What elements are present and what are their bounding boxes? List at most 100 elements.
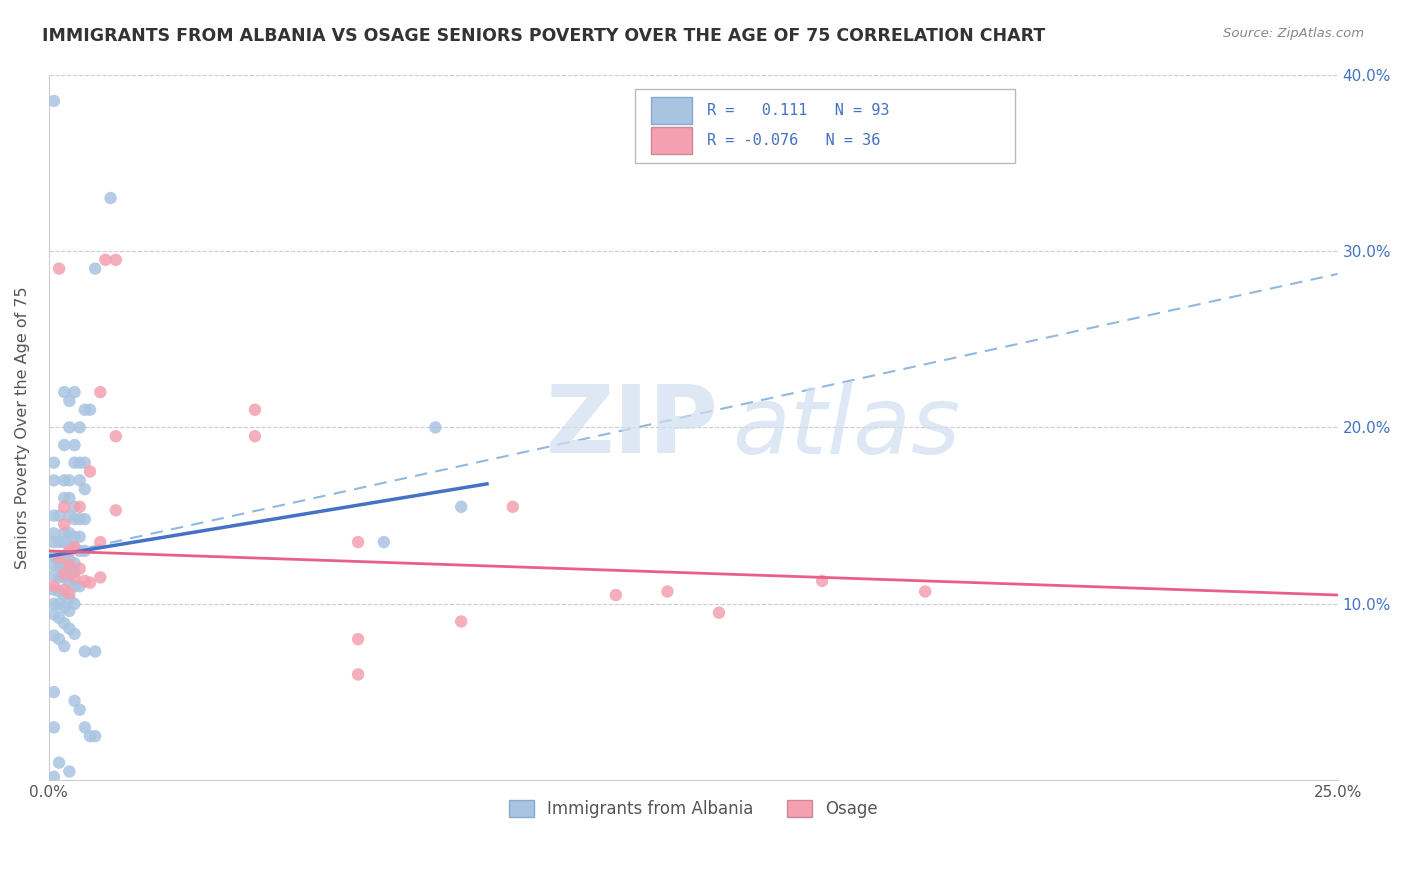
Point	[42, 579, 65, 593]
Point	[53, 438, 76, 452]
Point	[58, 586, 80, 600]
Point	[914, 584, 936, 599]
Text: R =   0.111   N = 93: R = 0.111 N = 93	[707, 103, 890, 118]
Text: ZIP: ZIP	[546, 382, 718, 474]
Point	[63, 541, 86, 555]
Legend: Immigrants from Albania, Osage: Immigrants from Albania, Osage	[502, 793, 884, 825]
Point	[58, 526, 80, 541]
Point	[53, 639, 76, 653]
Point	[84, 729, 107, 743]
Point	[425, 420, 447, 434]
Point	[58, 764, 80, 779]
Point	[104, 252, 127, 267]
Point	[73, 512, 96, 526]
Point	[69, 579, 91, 593]
Y-axis label: Seniors Poverty Over the Age of 75: Seniors Poverty Over the Age of 75	[15, 286, 30, 569]
Point	[347, 535, 370, 549]
Point	[63, 530, 86, 544]
Point	[657, 584, 679, 599]
Point	[84, 644, 107, 658]
Point	[63, 597, 86, 611]
Text: atlas: atlas	[733, 382, 960, 473]
Point	[58, 604, 80, 618]
Point	[48, 570, 70, 584]
Point	[48, 261, 70, 276]
Point	[73, 644, 96, 658]
Point	[89, 535, 111, 549]
Point	[53, 566, 76, 581]
Bar	[651, 128, 692, 154]
Point	[63, 541, 86, 555]
Point	[53, 385, 76, 400]
Point	[79, 465, 101, 479]
Point	[48, 597, 70, 611]
Point	[450, 500, 472, 514]
Point	[104, 503, 127, 517]
Point	[73, 402, 96, 417]
Point	[502, 500, 524, 514]
Point	[63, 570, 86, 584]
Point	[42, 456, 65, 470]
Point	[79, 402, 101, 417]
Point	[347, 632, 370, 647]
Point	[69, 420, 91, 434]
Point	[69, 544, 91, 558]
Point	[58, 561, 80, 575]
Point	[53, 561, 76, 575]
Point	[42, 685, 65, 699]
Point	[42, 474, 65, 488]
Point	[69, 512, 91, 526]
Point	[58, 393, 80, 408]
Point	[42, 720, 65, 734]
Point	[53, 570, 76, 584]
Point	[94, 252, 117, 267]
Point	[89, 385, 111, 400]
Point	[73, 720, 96, 734]
Point	[53, 600, 76, 615]
Point	[63, 556, 86, 570]
Point	[48, 558, 70, 572]
Point	[84, 261, 107, 276]
Point	[58, 508, 80, 523]
Point	[53, 517, 76, 532]
Point	[58, 575, 80, 590]
Point	[58, 491, 80, 505]
Point	[69, 561, 91, 575]
Point	[79, 729, 101, 743]
Point	[100, 191, 122, 205]
Point	[48, 508, 70, 523]
Point	[53, 535, 76, 549]
Point	[707, 606, 730, 620]
Point	[42, 597, 65, 611]
Point	[373, 535, 395, 549]
Point	[63, 627, 86, 641]
Point	[48, 549, 70, 564]
Point	[73, 482, 96, 496]
Point	[58, 420, 80, 434]
Point	[42, 526, 65, 541]
Point	[104, 429, 127, 443]
Point	[69, 703, 91, 717]
Point	[69, 530, 91, 544]
Point	[73, 544, 96, 558]
Point	[58, 558, 80, 572]
Point	[53, 526, 76, 541]
Point	[58, 622, 80, 636]
Point	[63, 512, 86, 526]
Point	[48, 535, 70, 549]
Point	[48, 756, 70, 770]
Point	[42, 94, 65, 108]
Point	[347, 667, 370, 681]
Point	[58, 553, 80, 567]
Point	[53, 616, 76, 631]
Point	[63, 579, 86, 593]
Point	[63, 500, 86, 514]
Text: R = -0.076   N = 36: R = -0.076 N = 36	[707, 134, 880, 148]
Point	[53, 474, 76, 488]
Point	[63, 385, 86, 400]
Point	[811, 574, 834, 588]
Point	[243, 429, 266, 443]
Point	[48, 551, 70, 566]
Point	[48, 632, 70, 647]
Point	[42, 629, 65, 643]
